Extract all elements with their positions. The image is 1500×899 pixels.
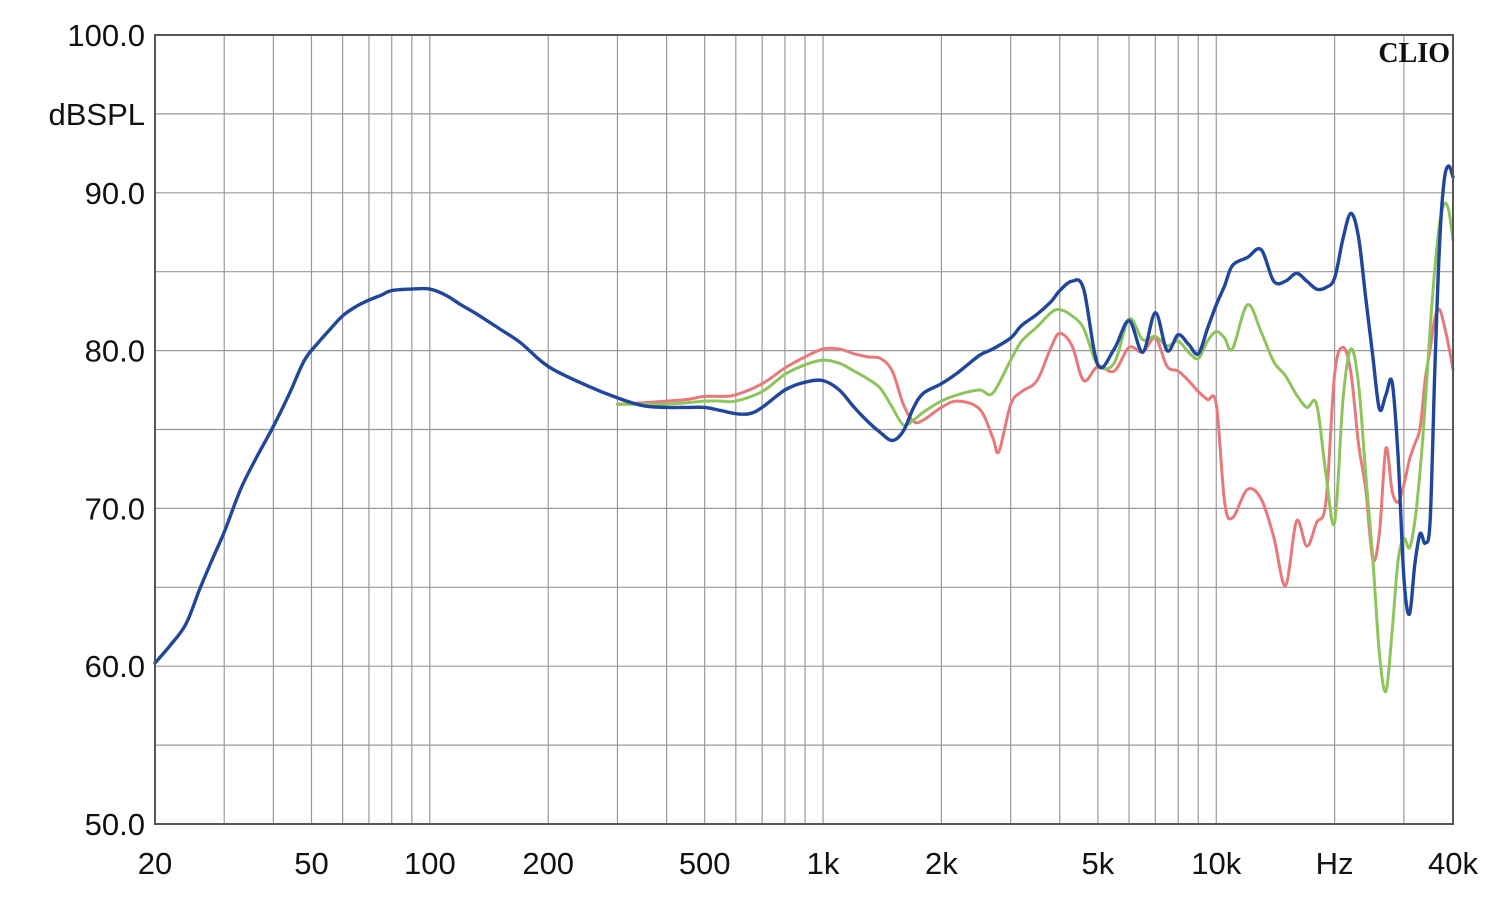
brand-label: CLIO (1378, 38, 1450, 69)
series-line-2 (616, 201, 1455, 694)
y-tick-labels: 100.0 90.0 80.0 70.0 60.0 50.0 dBSPL (48, 18, 145, 842)
grid-lines (155, 35, 1453, 824)
x-tick-label: 20 (138, 846, 172, 881)
x-tick-label: 40k (1428, 846, 1478, 881)
y-tick-label: 80.0 (85, 334, 145, 369)
x-tick-label: 1k (807, 846, 840, 881)
y-axis-unit-label: dBSPL (48, 97, 145, 132)
x-tick-label: 50 (294, 846, 328, 881)
x-tick-label: 200 (522, 846, 574, 881)
y-tick-label: 90.0 (85, 176, 145, 211)
x-tick-label: 2k (925, 846, 958, 881)
series-line-3 (153, 164, 1455, 665)
x-tick-label: 10k (1191, 846, 1241, 881)
x-tick-label: 500 (679, 846, 731, 881)
series-lines (153, 164, 1455, 694)
y-tick-label: 70.0 (85, 491, 145, 526)
x-tick-labels: 20 50 100 200 500 1k 2k 5k 10k Hz 40k (138, 846, 1479, 881)
x-tick-label: 100 (404, 846, 456, 881)
plot-frame (154, 34, 1454, 825)
y-tick-label: 60.0 (85, 649, 145, 684)
x-tick-label: 5k (1082, 846, 1115, 881)
x-tick-label: Hz (1316, 846, 1354, 881)
y-tick-label: 100.0 (67, 18, 145, 53)
y-tick-label: 50.0 (85, 807, 145, 842)
series-line-1 (616, 307, 1455, 588)
